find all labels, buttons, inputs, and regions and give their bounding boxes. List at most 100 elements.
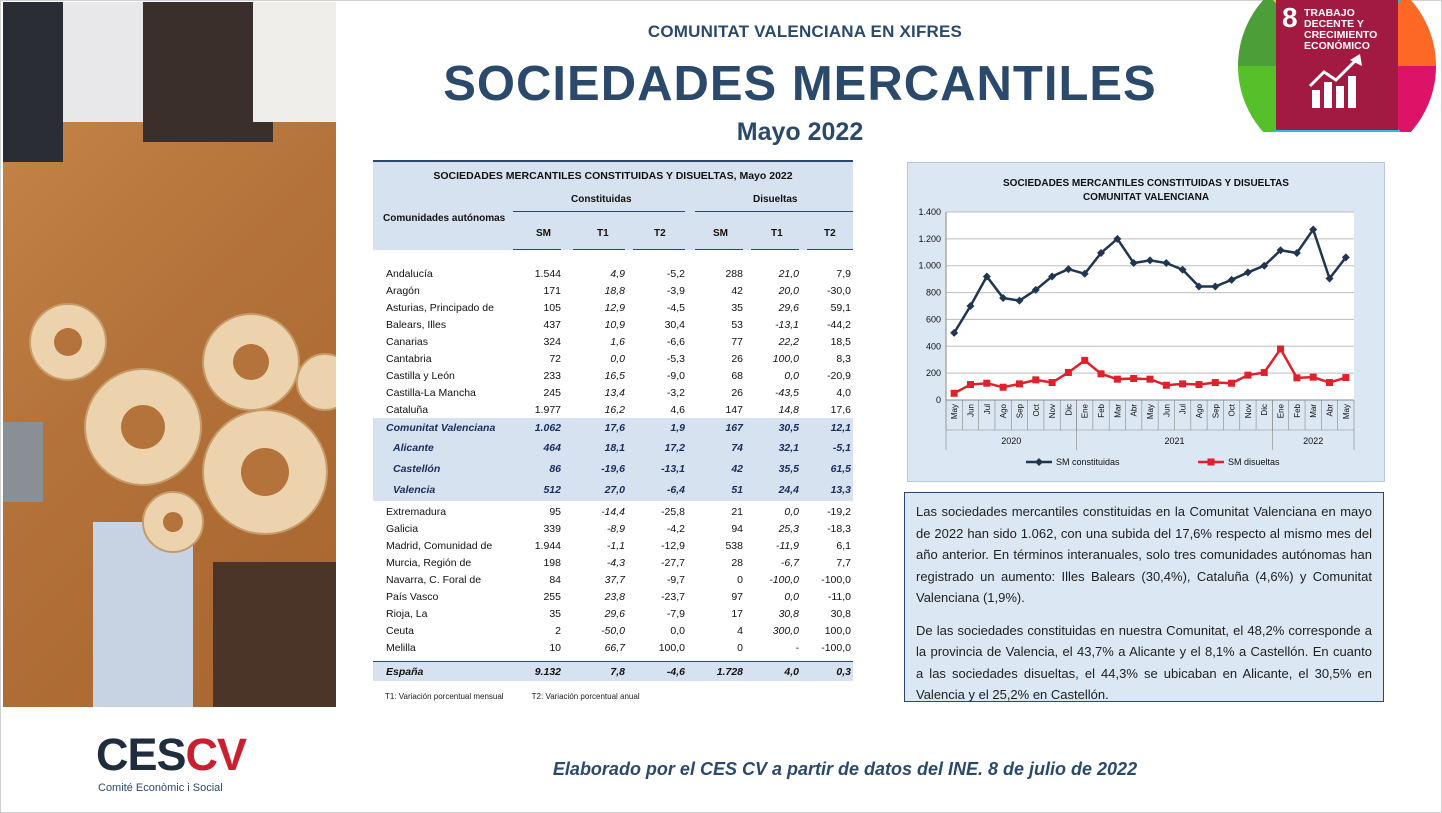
table-notes: T1: Variación porcentual mensual T2: Var… xyxy=(385,692,666,701)
table-cell: 538 xyxy=(725,540,743,552)
table-cell: 74 xyxy=(731,442,743,454)
x-tick-label: Jun xyxy=(1162,404,1171,417)
table-cell: 42 xyxy=(731,463,743,475)
data-point xyxy=(1195,381,1203,389)
table-cell: 1,6 xyxy=(610,336,625,348)
table-cell: 16,2 xyxy=(604,404,625,416)
table-cell: -8,9 xyxy=(606,523,625,535)
row-label: Cataluña xyxy=(386,404,429,416)
cescv-logo: CESCV Comité Econòmic i Social xyxy=(96,729,248,796)
table-cell: -5,2 xyxy=(666,268,685,280)
table-cell: 30,4 xyxy=(664,319,685,331)
group-underline xyxy=(695,211,853,212)
group-disueltas: Disueltas xyxy=(753,194,798,205)
row-label: Andalucía xyxy=(386,268,433,280)
table-cell: 77 xyxy=(731,336,743,348)
table-row: País Vasco 255 23,8 -23,7 97 0,0 -11,0 xyxy=(373,588,853,605)
table-cell: 437 xyxy=(543,319,561,331)
row-label: Murcia, Región de xyxy=(386,557,472,569)
table-cell: 35,5 xyxy=(778,463,799,475)
summary-paragraph-2: De las sociedades constituidas en nuestr… xyxy=(916,622,1372,703)
table-cell: 35 xyxy=(731,302,743,314)
table-cell: 95 xyxy=(549,506,561,518)
data-point xyxy=(1326,379,1334,387)
y-tick-label: 800 xyxy=(926,288,941,298)
table-cell: -43,5 xyxy=(775,387,799,399)
data-point xyxy=(1113,375,1121,383)
table-cell: 1,9 xyxy=(670,422,685,434)
table-cell: 0,0 xyxy=(784,370,799,382)
x-tick-label: Nov xyxy=(1048,404,1057,418)
table-cell: -13,1 xyxy=(775,319,799,331)
table-cell: 198 xyxy=(543,557,561,569)
table-row: Castellón 86 -19,6 -13,1 42 35,5 61,5 xyxy=(373,459,853,480)
data-point xyxy=(982,272,991,281)
data-point xyxy=(1064,368,1072,376)
table-cell: 21,0 xyxy=(778,268,799,280)
data-point xyxy=(1211,282,1220,291)
sdg-badge: 8 TRABAJO DECENTE Y CRECIMIENTO ECONÓMIC… xyxy=(1238,0,1436,132)
table-cell: -3,2 xyxy=(666,387,685,399)
table-cell: -14,4 xyxy=(601,506,625,518)
x-tick-label: Oct xyxy=(1228,403,1237,416)
table-cell: -5,3 xyxy=(666,353,685,365)
table-cell: 9.132 xyxy=(534,666,561,678)
sdg-goal-box: 8 TRABAJO DECENTE Y CRECIMIENTO ECONÓMIC… xyxy=(1276,0,1398,130)
note-t1: T1: Variación porcentual mensual xyxy=(385,692,504,701)
logo-cv: CV xyxy=(185,729,248,780)
table-cell: -5,1 xyxy=(832,442,851,454)
data-point xyxy=(1325,274,1334,283)
table-cell: -25,8 xyxy=(661,506,685,518)
chart-title: SOCIEDADES MERCANTILES CONSTITUIDAS Y DI… xyxy=(1003,178,1289,189)
table-row: España 9.132 7,8 -4,6 1.728 4,0 0,3 xyxy=(373,661,853,681)
data-point xyxy=(1048,272,1057,281)
row-label: Madrid, Comunidad de xyxy=(386,540,493,552)
table-cell: -9,0 xyxy=(666,370,685,382)
table-cell: 7,7 xyxy=(836,557,851,569)
row-label: Canarias xyxy=(386,336,429,348)
table-cell: -19,6 xyxy=(601,463,625,475)
table-cell: 1.544 xyxy=(534,268,561,280)
table-cell: 23,8 xyxy=(604,591,625,603)
x-tick-label: Jul xyxy=(983,404,992,414)
table-cell: -44,2 xyxy=(827,319,851,331)
row-label: Aragón xyxy=(386,285,420,297)
table-cell: -27,7 xyxy=(661,557,685,569)
table-row: Aragón 171 18,8 -3,9 42 20,0 -30,0 xyxy=(373,282,853,299)
x-tick-label: Nov xyxy=(1244,404,1253,418)
col-underline xyxy=(751,249,799,250)
table-cell: 25,3 xyxy=(778,523,799,535)
table-cell: 4,0 xyxy=(836,387,851,399)
table-cell: 21 xyxy=(731,506,743,518)
data-point xyxy=(1097,370,1105,378)
table-cell: 32,1 xyxy=(778,442,799,454)
data-point xyxy=(1228,379,1236,387)
table-row: Galicia 339 -8,9 -4,2 94 25,3 -18,3 xyxy=(373,520,853,537)
data-point xyxy=(1130,375,1138,383)
table-row: Comunitat Valenciana 1.062 17,6 1,9 167 30,5 1… xyxy=(373,418,853,438)
row-label: Comunitat Valenciana xyxy=(386,422,496,434)
data-point xyxy=(1260,261,1269,270)
col-underline xyxy=(573,249,625,250)
row-label: Castilla y León xyxy=(386,370,455,382)
table-cell: 17,6 xyxy=(830,404,851,416)
table-cell: -30,0 xyxy=(827,285,851,297)
table-cell: 26 xyxy=(731,353,743,365)
growth-chart-icon xyxy=(1308,54,1362,108)
row-label: Extremadura xyxy=(386,506,447,518)
col-header: T2 xyxy=(824,228,836,239)
table-row: Cataluña 1.977 16,2 4,6 147 14,8 17,6 xyxy=(373,401,853,418)
table-row: Melilla 10 66,7 100,0 0 - -100,0 xyxy=(373,639,853,656)
table-cell: 0,3 xyxy=(836,666,851,678)
table-cell: 105 xyxy=(543,302,561,314)
data-point xyxy=(950,328,959,337)
table-row: Alicante 464 18,1 17,2 74 32,1 -5,1 xyxy=(373,438,853,459)
table-cell: 53 xyxy=(731,319,743,331)
x-tick-label: May xyxy=(1342,404,1351,419)
x-tick-label: Jun xyxy=(966,404,975,417)
data-point xyxy=(1276,246,1285,255)
table-cell: -19,2 xyxy=(827,506,851,518)
col-underline xyxy=(695,249,743,250)
data-point xyxy=(1244,371,1252,379)
table-cell: -4,2 xyxy=(666,523,685,535)
